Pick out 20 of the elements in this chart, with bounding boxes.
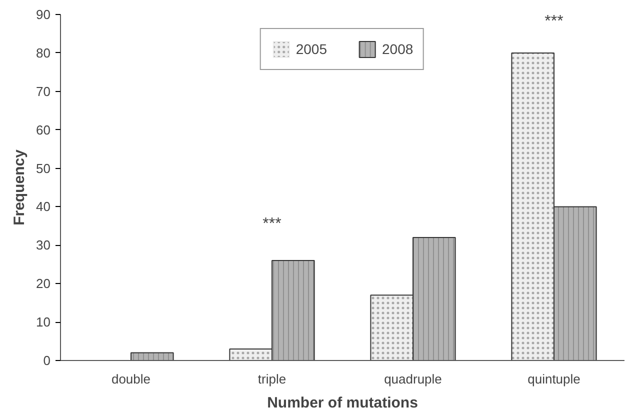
y-tick-label: 70: [36, 84, 51, 99]
annotation: ***: [262, 215, 282, 232]
legend-label: 2005: [296, 41, 327, 57]
y-tick-label: 40: [36, 199, 51, 214]
y-tick-label: 30: [36, 238, 51, 253]
annotation: ***: [544, 13, 564, 30]
legend-label: 2008: [382, 41, 414, 57]
y-tick-label: 80: [36, 45, 51, 60]
x-tick-label: triple: [258, 372, 286, 386]
y-tick-label: 20: [36, 276, 51, 292]
x-tick-label: quintuple: [528, 372, 580, 386]
x-tick-label: quadruple: [384, 372, 442, 386]
y-tick-label: 10: [36, 314, 51, 330]
y-tick-label: 50: [36, 160, 51, 176]
y-axis-title: Frequency: [11, 148, 28, 226]
y-tick-label: 0: [43, 353, 51, 368]
x-tick-label: double: [111, 372, 151, 386]
y-tick-label: 90: [36, 7, 51, 22]
x-axis-title: Number of mutations: [267, 394, 418, 412]
y-tick-label: 60: [36, 122, 51, 138]
